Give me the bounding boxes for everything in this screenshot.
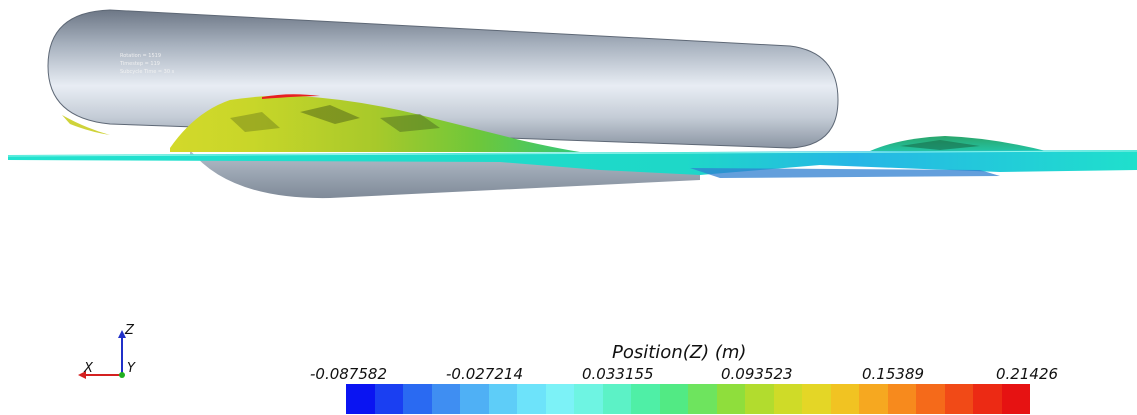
x-axis-arrow: [78, 371, 86, 379]
colorbar-segment: [545, 384, 574, 414]
colorbar-segment: [431, 384, 460, 414]
z-axis-label: Z: [124, 323, 135, 338]
colorbar-segment: [460, 384, 489, 414]
right-mound-dark: [900, 140, 980, 150]
colorbar-segment: [773, 384, 802, 414]
overlay-line: Subcycle Time = 30 s: [120, 69, 175, 75]
colorbar-segment: [574, 384, 603, 414]
colorbar-segment: [830, 384, 859, 414]
colorbar-segment: [916, 384, 945, 414]
colorbar: [346, 384, 1030, 414]
scene-svg: [7, 9, 1137, 199]
orientation-axes: Z X Y: [78, 320, 158, 390]
colorbar-tick-label: 0.033155: [582, 365, 654, 383]
wave-crest-dark-1: [300, 105, 360, 124]
colorbar-segment: [802, 384, 831, 414]
colorbar-segment: [346, 384, 375, 414]
colorbar-segment: [517, 384, 546, 414]
render-viewport[interactable]: Rotation = 1519 Timestep = 119 Subcycle …: [0, 0, 1137, 300]
axes-triad-svg: Z X Y: [78, 323, 136, 379]
water-surface: [8, 150, 1137, 175]
colorbar-title: Position(Z) (m): [612, 342, 747, 363]
wave-crest-dark-3: [230, 112, 280, 132]
water-blue-patch: [690, 168, 1000, 178]
z-axis-arrow: [118, 330, 126, 338]
colorbar-segment: [745, 384, 774, 414]
colorbar-segment: [374, 384, 403, 414]
colorbar-segment: [488, 384, 517, 414]
colorbar-tick-label: 0.15389: [862, 365, 925, 383]
colorbar-segment: [944, 384, 973, 414]
colorbar-segment: [973, 384, 1002, 414]
y-axis-dot: [119, 372, 125, 378]
water-highlight: [7, 150, 1137, 157]
colorbar-tick-label: 0.21426: [996, 365, 1059, 383]
colorbar-segment: [1001, 384, 1030, 414]
colorbar-segment: [659, 384, 688, 414]
y-axis-label: Y: [127, 361, 136, 376]
x-axis-label: X: [83, 361, 94, 376]
wave-crest-dark-2: [380, 114, 440, 132]
colorbar-tick-label: 0.093523: [721, 365, 793, 383]
colorbar-segment: [602, 384, 631, 414]
colorbar-segment: [403, 384, 432, 414]
colorbar-tick-label: -0.027214: [446, 365, 523, 383]
wave-crest: [170, 95, 580, 152]
colorbar-segment: [688, 384, 717, 414]
overlay-line: Timestep = 119: [120, 61, 160, 67]
colorbar-segment: [716, 384, 745, 414]
wave-crest-red: [262, 94, 320, 99]
colorbar-segment: [887, 384, 916, 414]
overlay-line: Rotation = 1519: [120, 53, 162, 59]
overlay-annotation: Rotation = 1519 Timestep = 119 Subcycle …: [120, 52, 174, 76]
colorbar-segment: [631, 384, 660, 414]
colorbar-segment: [859, 384, 888, 414]
colorbar-tick-label: -0.087582: [310, 365, 387, 383]
